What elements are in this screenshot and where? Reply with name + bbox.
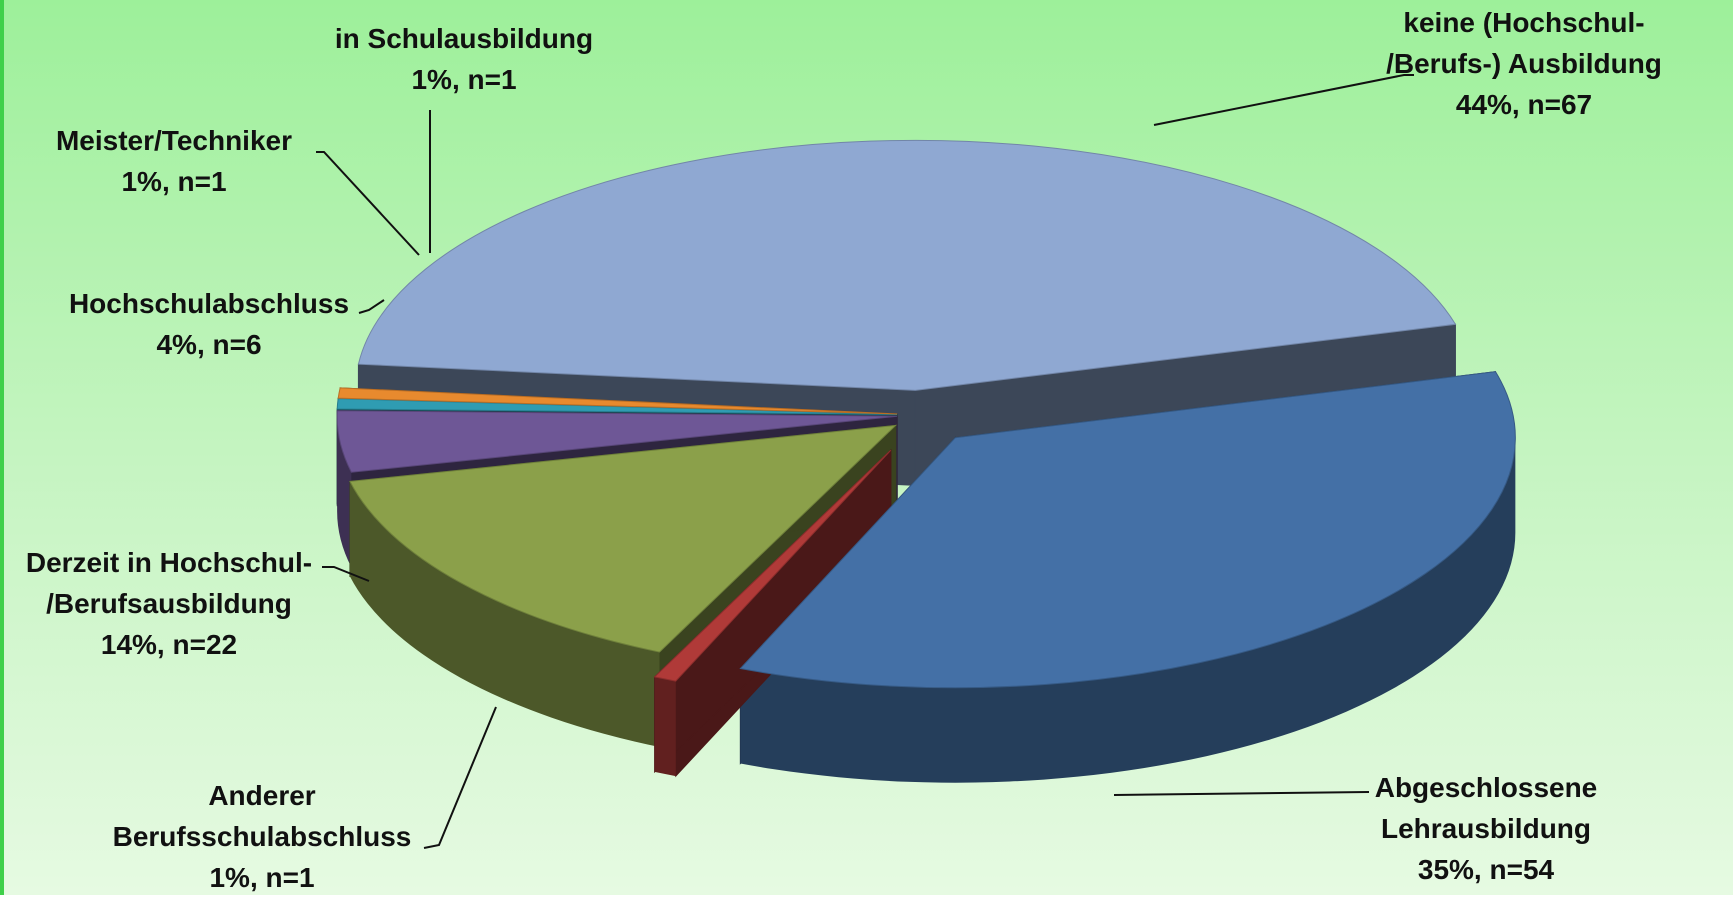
- slice-1: [739, 371, 1516, 689]
- leader-line: [423, 706, 497, 849]
- label-line: Berufsschulabschluss: [112, 821, 412, 852]
- label-value: 1%, n=1: [411, 64, 517, 95]
- label-line: Abgeschlossene: [1374, 772, 1598, 803]
- slice-0: [357, 139, 1457, 391]
- slice-5: [336, 398, 898, 415]
- slice-label-schulausbildung: in Schulausbildung 1%, n=1: [314, 18, 614, 100]
- leader-line: [1113, 791, 1370, 796]
- label-value: 4%, n=6: [156, 329, 262, 360]
- slice-4: [336, 410, 898, 473]
- slice-side: [740, 437, 1516, 783]
- pie-chart: [316, 74, 1516, 849]
- slice-label-hochschulabschluss: Hochschulabschluss 4%, n=6: [54, 283, 364, 365]
- slice-label-meister-techniker: Meister/Techniker 1%, n=1: [24, 120, 324, 202]
- label-line: Hochschulabschluss: [68, 288, 350, 319]
- slice-label-berufsschulabschluss: Anderer Berufsschulabschluss 1%, n=1: [97, 775, 427, 898]
- leader-line: [1153, 74, 1414, 126]
- label-line: Lehrausbildung: [1381, 813, 1591, 844]
- slice-2: [653, 449, 892, 682]
- slice-label-derzeit-ausbildung: Derzeit in Hochschul- /Berufsausbildung …: [4, 542, 334, 665]
- label-line: /Berufsausbildung: [46, 588, 292, 619]
- label-value: 44%, n=67: [1455, 89, 1593, 120]
- label-value: 14%, n=22: [100, 629, 238, 660]
- slice-label-lehrausbildung: Abgeschlossene Lehrausbildung 35%, n=54: [1336, 767, 1636, 890]
- label-line: keine (Hochschul-: [1403, 7, 1645, 38]
- label-line: Meister/Techniker: [55, 125, 293, 156]
- slice-label-keine-ausbildung: keine (Hochschul- /Berufs-) Ausbildung 4…: [1334, 2, 1714, 125]
- slice-side: [654, 676, 676, 777]
- label-line: Anderer: [208, 780, 316, 811]
- slice-side: [337, 416, 352, 568]
- label-line: Derzeit in Hochschul-: [25, 547, 313, 578]
- slice-6: [337, 387, 898, 415]
- slice-3: [349, 424, 898, 653]
- leader-line: [358, 299, 385, 314]
- label-value: 1%, n=1: [209, 862, 315, 893]
- leader-line: [322, 566, 370, 582]
- label-value: 1%, n=1: [121, 166, 227, 197]
- leader-line: [316, 151, 420, 256]
- label-value: 35%, n=54: [1417, 854, 1555, 885]
- label-line: in Schulausbildung: [334, 23, 594, 54]
- label-line: /Berufs-) Ausbildung: [1386, 48, 1662, 79]
- slice-side: [349, 481, 660, 748]
